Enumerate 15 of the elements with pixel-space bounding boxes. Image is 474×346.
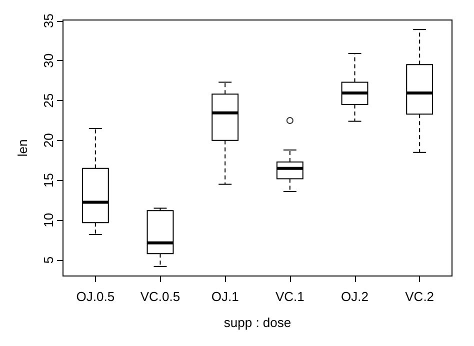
y-tick-label: 20 (41, 133, 56, 148)
x-axis-title: supp : dose (224, 315, 292, 330)
x-tick-label: VC.1 (275, 289, 304, 304)
x-tick-label: VC.0.5 (140, 289, 180, 304)
y-axis-title: len (15, 139, 30, 157)
y-tick-label: 30 (41, 53, 56, 68)
x-tick-label: OJ.1 (211, 289, 239, 304)
x-tick-label: OJ.0.5 (76, 289, 115, 304)
y-tick-label: 25 (41, 93, 56, 108)
y-tick-label: 15 (41, 173, 56, 188)
y-tick-label: 10 (41, 212, 56, 228)
y-tick-label: 35 (41, 14, 56, 28)
x-tick-label: VC.2 (405, 289, 434, 304)
y-tick-label: 5 (41, 256, 56, 264)
x-tick-label: OJ.2 (341, 289, 368, 304)
